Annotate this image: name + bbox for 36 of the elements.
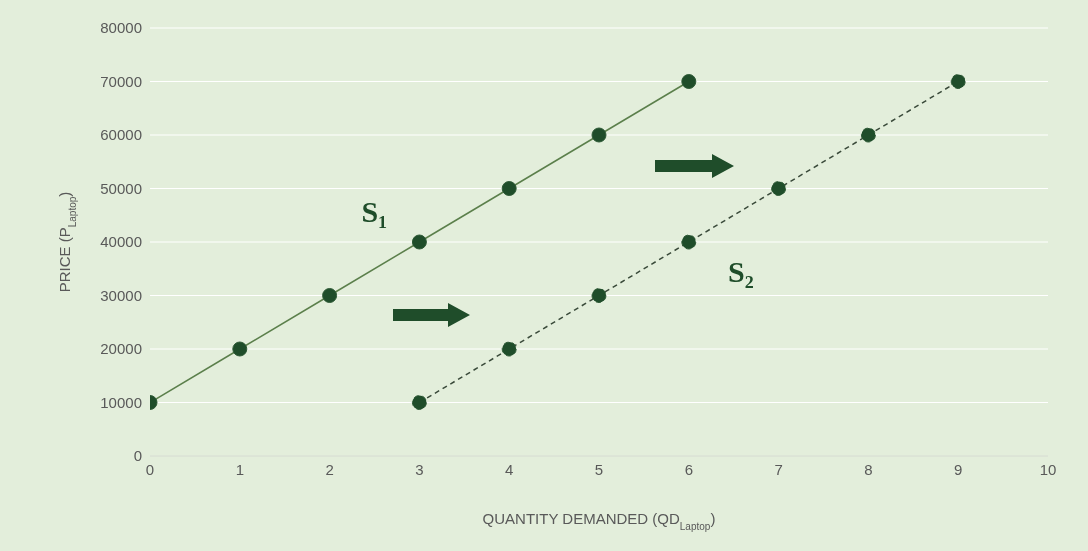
x-tick-label: 2	[325, 460, 334, 478]
point	[411, 395, 427, 410]
point	[860, 127, 876, 143]
y-tick-label: 30000	[100, 286, 142, 304]
y-tick-label: 10000	[100, 393, 142, 411]
point	[411, 234, 427, 250]
point	[232, 341, 248, 357]
point	[501, 341, 517, 357]
x-tick-label: 10	[1039, 460, 1057, 478]
point	[591, 288, 607, 303]
x-axis-title: QUANTITY DEMANDED (QD$_{Laptop}$)	[482, 510, 716, 532]
point	[771, 181, 787, 196]
y-tick-label: 70000	[100, 72, 142, 90]
y-tick-label: 60000	[100, 126, 142, 144]
point	[591, 127, 607, 143]
x-tick-label: 1	[235, 460, 244, 478]
x-tick-label: 3	[415, 460, 424, 478]
x-tick-label: 9	[954, 460, 963, 478]
x-tick-label: 5	[594, 460, 604, 478]
x-tick-label: 7	[774, 460, 783, 478]
y-tick-label: 50000	[100, 179, 142, 197]
point	[681, 234, 697, 250]
x-tick-label: 6	[684, 460, 693, 478]
y-tick-label: 40000	[100, 233, 142, 251]
x-tick-label: 0	[145, 460, 155, 478]
y-tick-label: 80000	[100, 19, 142, 37]
x-tick-label: 8	[864, 460, 873, 478]
point	[681, 74, 697, 89]
y-tick-label: 20000	[100, 340, 142, 358]
point	[501, 181, 517, 196]
point	[322, 288, 338, 303]
point	[950, 74, 966, 89]
y-tick-label: 0	[133, 447, 142, 465]
x-tick-label: 4	[505, 460, 514, 478]
series-label: S₁	[361, 195, 388, 228]
series-label: S₂	[727, 255, 754, 288]
